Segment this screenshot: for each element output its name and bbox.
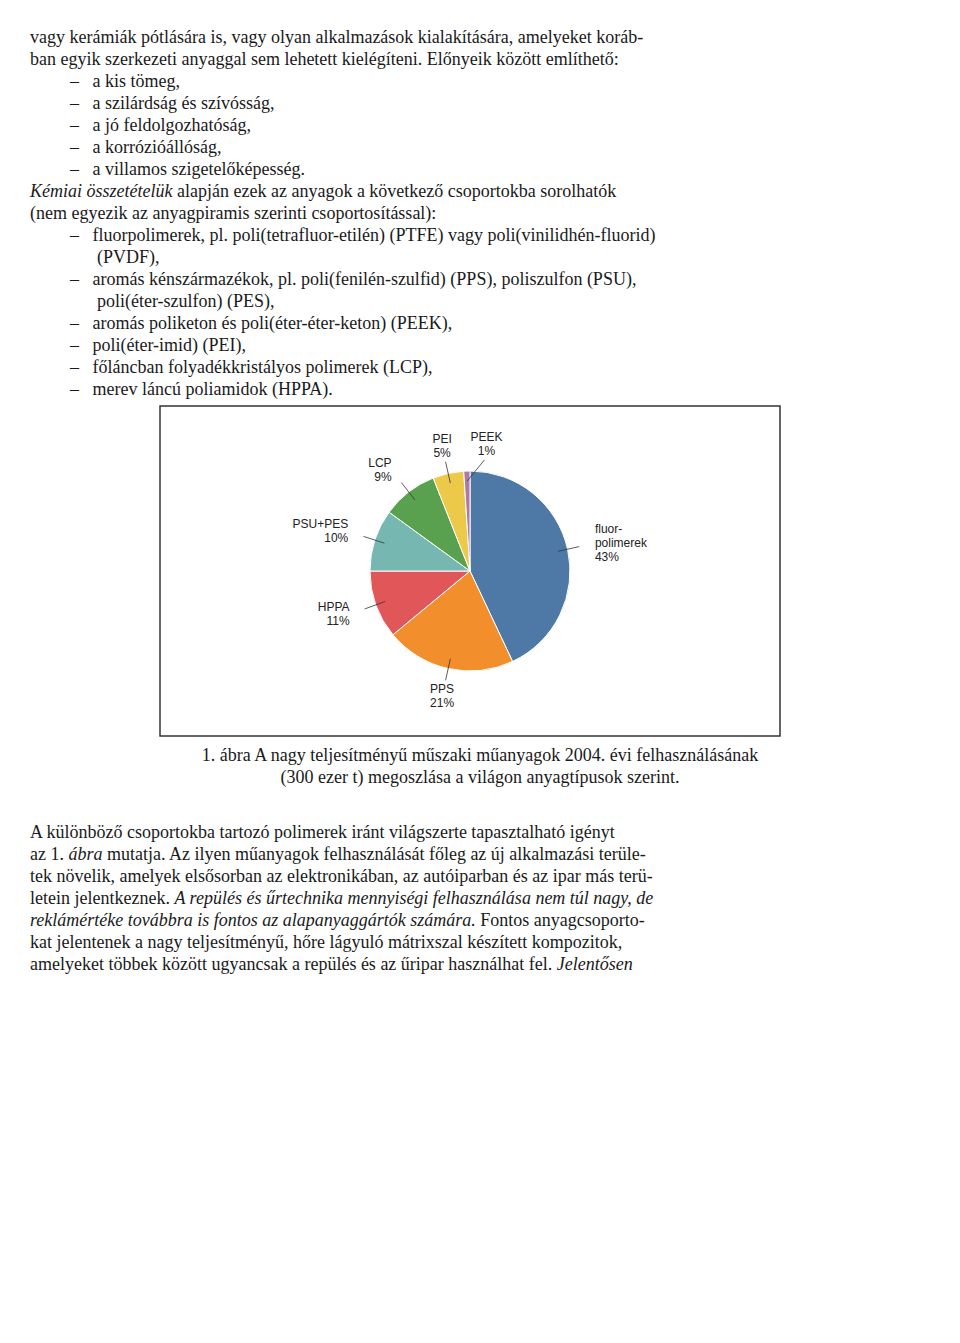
- data-label-line: 5%: [433, 446, 451, 460]
- page: vagy kerámiák pótlására is, vagy olyan a…: [0, 0, 960, 1343]
- data-label-line: 9%: [374, 470, 392, 484]
- text-line: ban egyik szerkezeti anyaggal sem lehete…: [30, 49, 619, 69]
- text-segment: – főláncban folyadékkristályos polimerek…: [69, 357, 432, 378]
- data-label-line: 43%: [595, 550, 619, 564]
- leader-line: [446, 659, 451, 680]
- data-label-line: polimerek: [595, 536, 648, 550]
- data-label-line: 11%: [326, 614, 349, 628]
- data-label: HPPA11%: [318, 600, 350, 628]
- leader-line: [446, 462, 451, 483]
- text-segment: – poli(éter-imid) (PEI),: [69, 335, 246, 356]
- text-line: tek növelik, amelyek elsősorban az elekt…: [30, 866, 653, 886]
- pie-slice: [433, 471, 470, 571]
- text-line: A különböző csoportokba tartozó polimere…: [30, 822, 615, 842]
- leader-line: [467, 460, 484, 481]
- figure-box: [160, 406, 780, 736]
- text-line: vagy kerámiák pótlására is, vagy olyan a…: [30, 27, 643, 47]
- text-line: amelyeket többek között ugyancsak a repü…: [30, 954, 633, 974]
- text-segment: – a jó feldolgozhatóság,: [69, 115, 251, 135]
- text-segment: amelyeket többek között ugyancsak a repü…: [30, 954, 557, 974]
- text-line: – aromás kénszármazékok, pl. poli(fenilé…: [69, 269, 636, 290]
- text-line: (nem egyezik az anyagpiramis szerinti cs…: [30, 203, 436, 224]
- data-label: PEEK1%: [470, 430, 502, 458]
- text-segment: az 1.: [30, 844, 68, 864]
- text-line: – a kis tömeg,: [69, 71, 180, 91]
- text-line: – a jó feldolgozhatóság,: [69, 115, 251, 135]
- data-label: PPS21%: [430, 682, 454, 710]
- text-line: Kémiai összetételük alapján ezek az anya…: [29, 181, 616, 201]
- data-label-line: PPS: [430, 682, 454, 696]
- text-segment: reklámértéke továbbra is fontos az alapa…: [30, 910, 476, 930]
- text-segment: ban egyik szerkezeti anyaggal sem lehete…: [30, 49, 619, 69]
- data-label: PEI5%: [432, 432, 451, 460]
- text-segment: A különböző csoportokba tartozó polimere…: [30, 822, 615, 842]
- leader-line: [363, 536, 384, 543]
- text-line: kat jelentenek a nagy teljesítményű, hőr…: [30, 932, 622, 952]
- text-segment: vagy kerámiák pótlására is, vagy olyan a…: [30, 27, 643, 47]
- text-segment: alapján ezek az anyagok a következő csop…: [172, 181, 616, 201]
- text-line: – fluorpolimerek, pl. poli(tetrafluor-et…: [69, 225, 656, 246]
- text-segment: A repülés és űrtechnika mennyiségi felha…: [173, 888, 653, 908]
- data-label-line: LCP: [368, 456, 391, 470]
- text-line: poli(éter-szulfon) (PES),: [70, 291, 275, 312]
- text-segment: – aromás poliketon és poli(éter-éter-ket…: [69, 313, 452, 334]
- leader-line: [558, 547, 579, 552]
- text-segment: – aromás kénszármazékok, pl. poli(fenilé…: [69, 269, 636, 290]
- data-label-line: 21%: [430, 696, 454, 710]
- text-segment: Fontos anyagcsoporto-: [476, 910, 645, 930]
- data-label-line: 1%: [478, 444, 496, 458]
- text-line: – a villamos szigetelőképesség.: [69, 159, 305, 179]
- pie-labels: fluor-polimerek43% PPS21% HPPA11% PSU+PES10…: [293, 430, 648, 710]
- text-segment: ábra: [68, 844, 102, 864]
- text-segment: letein jelentkeznek.: [30, 888, 174, 908]
- data-label: fluor-polimerek43%: [595, 522, 648, 564]
- data-label-line: PEI: [432, 432, 451, 446]
- pie-slice: [464, 471, 470, 571]
- text-segment: – a korrózióállóság,: [69, 137, 221, 157]
- text-segment: (nem egyezik az anyagpiramis szerinti cs…: [30, 203, 436, 224]
- text-line: reklámértéke továbbra is fontos az alapa…: [30, 910, 645, 930]
- data-label-line: 10%: [324, 531, 348, 545]
- leader-line: [401, 483, 414, 500]
- text-line: – merev láncú poliamidok (HPPA).: [69, 379, 333, 400]
- text-segment: (PVDF),: [70, 247, 160, 268]
- data-label-line: PEEK: [470, 430, 502, 444]
- caption: 1. ábra A nagy teljesítményű műszaki műa…: [202, 745, 758, 765]
- text-line: – aromás poliketon és poli(éter-éter-ket…: [69, 313, 452, 334]
- text-line: letein jelentkeznek. A repülés és űrtech…: [30, 888, 653, 908]
- text-line: – poli(éter-imid) (PEI),: [69, 335, 246, 356]
- data-label-line: HPPA: [318, 600, 350, 614]
- caption: (300 ezer t) megoszlása a világon anyagt…: [281, 767, 680, 788]
- text-segment: tek növelik, amelyek elsősorban az elekt…: [30, 866, 653, 886]
- text-segment: Jelentősen: [557, 954, 633, 974]
- text-line: – főláncban folyadékkristályos polimerek…: [69, 357, 432, 378]
- text-segment: mutatja. Az ilyen műanyagok felhasználás…: [103, 844, 646, 864]
- data-label-line: fluor-: [595, 522, 622, 536]
- text-segment: kat jelentenek a nagy teljesítményű, hőr…: [30, 932, 622, 952]
- text-segment: – a villamos szigetelőképesség.: [69, 159, 305, 179]
- leader-line: [365, 601, 386, 608]
- text-segment: – a kis tömeg,: [69, 71, 180, 91]
- text-line: az 1. ábra mutatja. Az ilyen műanyagok f…: [30, 844, 646, 864]
- pie-slice: [370, 571, 470, 635]
- data-label: PSU+PES10%: [293, 517, 349, 545]
- text-line: – a korrózióállóság,: [69, 137, 221, 157]
- data-label: LCP9%: [368, 456, 392, 484]
- text-segment: poli(éter-szulfon) (PES),: [70, 291, 275, 312]
- text-segment: – fluorpolimerek, pl. poli(tetrafluor-et…: [69, 225, 656, 246]
- text-segment: – merev láncú poliamidok (HPPA).: [69, 379, 333, 400]
- text-segment: Kémiai összetételük: [29, 181, 173, 201]
- pie-slices: [370, 471, 570, 671]
- text-line: – a szilárdság és szívósság,: [69, 93, 274, 113]
- data-label-line: PSU+PES: [293, 517, 349, 531]
- text-line: (PVDF),: [70, 247, 160, 268]
- text-segment: – a szilárdság és szívósság,: [69, 93, 274, 113]
